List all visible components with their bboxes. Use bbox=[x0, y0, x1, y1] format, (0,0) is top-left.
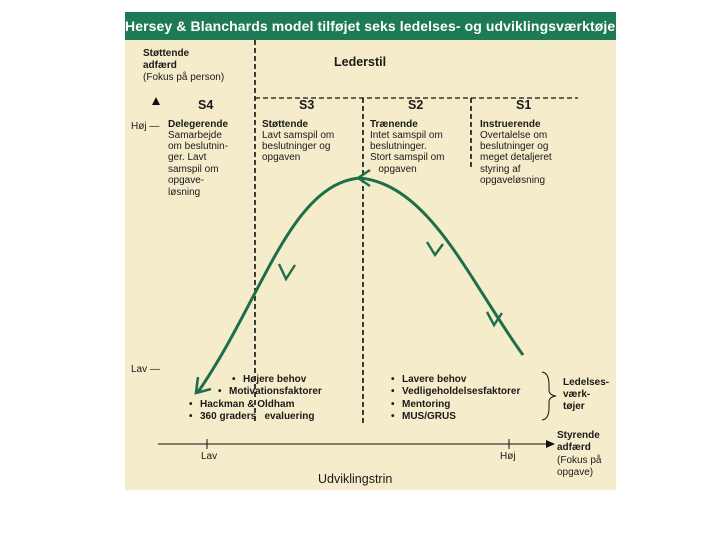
x-axis-end-label-line3: (Fokus på bbox=[557, 455, 602, 466]
y-axis-arrow bbox=[152, 97, 160, 105]
style-line: Lavt samspil om bbox=[262, 130, 335, 141]
style-line: opgave- bbox=[168, 175, 205, 186]
style-line: ger. Lavt bbox=[168, 152, 207, 163]
tools-brace bbox=[541, 371, 557, 421]
style-line: styring af bbox=[480, 164, 521, 175]
style-line: Overtalelse om bbox=[480, 130, 548, 141]
tool-bullet: • bbox=[391, 386, 395, 397]
style-code-s3: S3 bbox=[299, 98, 315, 112]
style-code-s2: S2 bbox=[408, 98, 424, 112]
tool-bullet: • bbox=[391, 411, 395, 422]
style-name-s2: Trænende bbox=[370, 119, 418, 130]
style-code-s1: S1 bbox=[516, 98, 532, 112]
style-name-s4: Delegerende bbox=[168, 119, 229, 130]
y-axis-high: Høj — bbox=[131, 121, 160, 132]
lederstil-label: Lederstil bbox=[334, 55, 387, 69]
style-name-s3: Støttende bbox=[262, 119, 309, 130]
style-line: beslutninger. bbox=[370, 141, 427, 152]
style-name-s1: Instruerende bbox=[480, 119, 541, 130]
tool-bullet: • bbox=[391, 374, 395, 385]
tool-item: 360 graders evaluering bbox=[200, 411, 315, 422]
style-line: beslutninger og bbox=[262, 141, 331, 152]
tool-item: Vedligeholdelsesfaktorer bbox=[402, 386, 521, 397]
style-line: samspil om bbox=[168, 164, 219, 175]
style-line: løsning bbox=[168, 187, 201, 198]
tools-label-line1: Ledelses- bbox=[563, 377, 610, 388]
tool-bullet: • bbox=[189, 411, 193, 422]
curve-arrow-end bbox=[194, 376, 212, 395]
x-axis-title: Udviklingstrin bbox=[318, 472, 393, 486]
tool-item: Mentoring bbox=[402, 399, 451, 410]
tool-item: MUS/GRUS bbox=[402, 411, 456, 422]
y-axis-label-line2: adfærd bbox=[143, 60, 177, 71]
tool-item: Hackman & Oldham bbox=[200, 399, 295, 410]
y-axis-low: Lav — bbox=[131, 364, 160, 375]
style-line: Stort samspil om bbox=[370, 152, 445, 163]
diagram-panel bbox=[125, 12, 616, 490]
development-curve bbox=[196, 176, 525, 393]
x-axis-arrowhead bbox=[546, 440, 555, 448]
style-line: om beslutnin- bbox=[168, 141, 229, 152]
tool-item: Lavere behov bbox=[402, 374, 467, 385]
x-axis-end-label-line2: adfærd bbox=[557, 442, 591, 453]
x-axis-low: Lav bbox=[201, 451, 218, 462]
y-axis-label-line3: (Fokus på person) bbox=[143, 72, 225, 83]
title-bar: Hersey & Blanchards model tilføjet seks … bbox=[125, 12, 621, 40]
y-axis-label-line1: Støttende bbox=[143, 48, 190, 59]
style-line: Samarbejde bbox=[168, 130, 222, 141]
style-line: beslutninger og bbox=[480, 141, 549, 152]
style-line: Intet samspil om bbox=[370, 130, 443, 141]
tool-bullet: • bbox=[189, 399, 193, 410]
tool-bullet: • bbox=[391, 399, 395, 410]
x-axis-end-label-line1: Styrende bbox=[557, 430, 600, 441]
curve-arrow-s1 bbox=[485, 311, 503, 328]
tools-label-line3: tøjer bbox=[563, 401, 585, 412]
curve-arrow-s3 bbox=[277, 263, 297, 282]
tool-item: Motivationsfaktorer bbox=[229, 386, 322, 397]
tool-bullet: • bbox=[218, 386, 222, 397]
style-line: opgaven bbox=[262, 152, 301, 163]
x-axis-end-label-line4: opgave) bbox=[557, 467, 594, 478]
tool-bullet: • bbox=[232, 374, 236, 385]
style-line: opgaveløsning bbox=[480, 175, 546, 186]
x-axis-high: Høj bbox=[500, 451, 516, 462]
tools-label-line2: værk- bbox=[563, 389, 591, 400]
tool-item: Højere behov bbox=[243, 374, 307, 385]
curve-arrow-s2 bbox=[425, 241, 444, 258]
style-line: meget detaljeret bbox=[480, 152, 552, 163]
style-line: opgaven bbox=[370, 164, 417, 175]
curve-arrow-top bbox=[355, 169, 371, 187]
diagram-title: Hersey & Blanchards model tilføjet seks … bbox=[125, 18, 621, 34]
style-code-s4: S4 bbox=[198, 98, 214, 112]
